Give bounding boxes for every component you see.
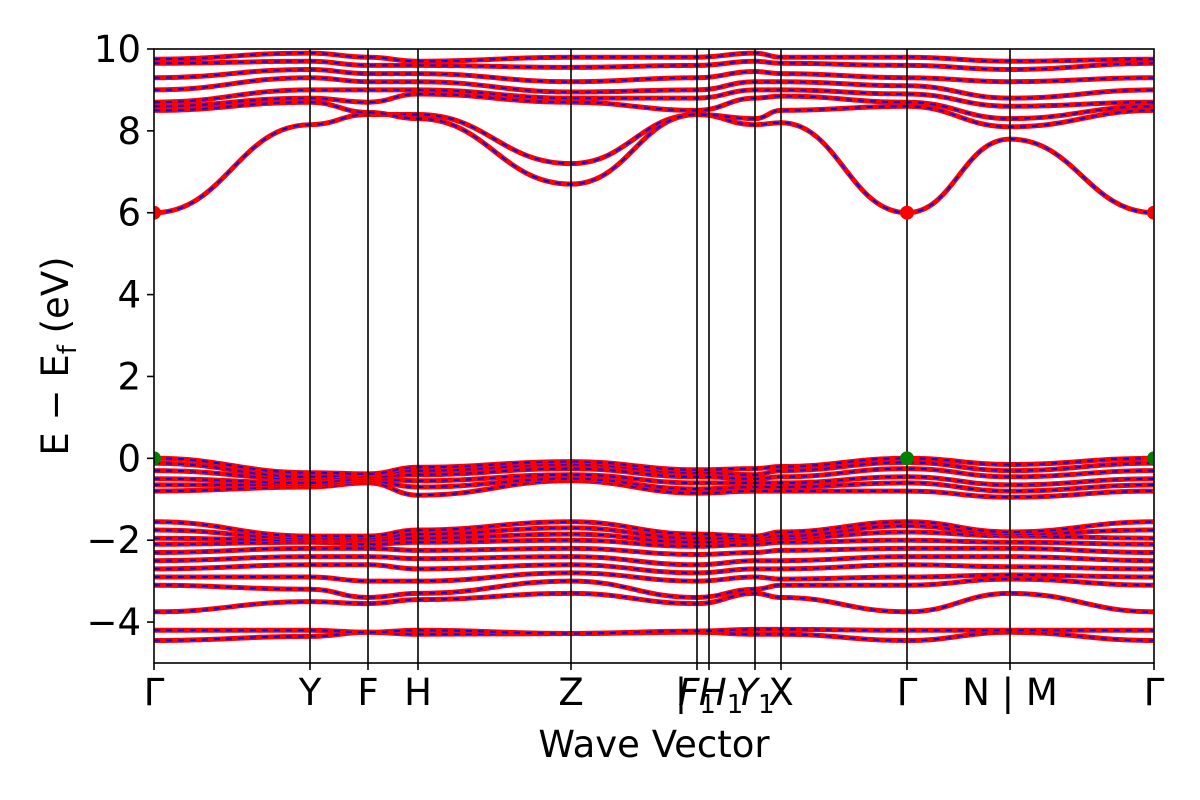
- y-tick-label-0: −4: [86, 601, 141, 644]
- x-tick-label-2: F: [357, 671, 378, 714]
- band-5-line: [154, 562, 1154, 576]
- extremum-marker-1: [900, 205, 914, 220]
- band-19-line: [154, 99, 1154, 187]
- kpoint-lines: [309, 49, 1011, 663]
- extremum-marker-5: [1147, 451, 1154, 466]
- x-tick-label-11: Γ: [1144, 671, 1165, 714]
- y-axis-label-unit: (eV): [34, 256, 77, 345]
- x-axis-label: Wave Vector: [538, 723, 770, 766]
- extrema-markers: [154, 205, 1154, 466]
- bands-layer: [154, 50, 1154, 644]
- band-7-line: [154, 545, 1154, 558]
- extremum-marker-3: [154, 451, 161, 466]
- y-axis-label-main: E − E: [34, 354, 77, 455]
- y-tick-label-6: 8: [117, 110, 141, 153]
- extremum-marker-2: [1147, 205, 1154, 220]
- x-tick-label-1: Y: [298, 671, 322, 714]
- y-tick-label-1: −2: [86, 519, 141, 562]
- x-tick-label-9: Γ: [897, 671, 918, 714]
- extremum-marker-4: [900, 451, 914, 466]
- extremum-marker-0: [154, 205, 161, 220]
- x-tick-label-0: Γ: [144, 671, 165, 714]
- y-tick-label-7: 10: [94, 28, 141, 71]
- y-axis-label: E − Ef (eV): [34, 256, 83, 455]
- x-tick-label-7: Y1: [735, 671, 774, 720]
- x-tick-label-3: H: [404, 671, 432, 714]
- band-19-dashed-line: [154, 101, 1154, 186]
- band-1-line: [154, 626, 1154, 637]
- plot-frame: [153, 48, 1155, 664]
- y-tick-label-2: 0: [117, 437, 141, 480]
- y-axis-ticks: −4 −2 0 2 4 6 8 10: [86, 28, 154, 644]
- x-tick-label-10: N | M: [962, 671, 1058, 714]
- y-axis-label-sub: f: [53, 344, 83, 354]
- x-tick-label-4: Z: [558, 671, 583, 714]
- y-tick-label-5: 6: [117, 192, 141, 235]
- x-tick-label-8: X: [768, 671, 793, 714]
- x-tick-label-6: | H1: [675, 671, 744, 720]
- y-tick-label-3: 2: [117, 355, 141, 398]
- y-tick-label-4: 4: [117, 274, 141, 317]
- x-tick-label-5: F1: [678, 671, 716, 720]
